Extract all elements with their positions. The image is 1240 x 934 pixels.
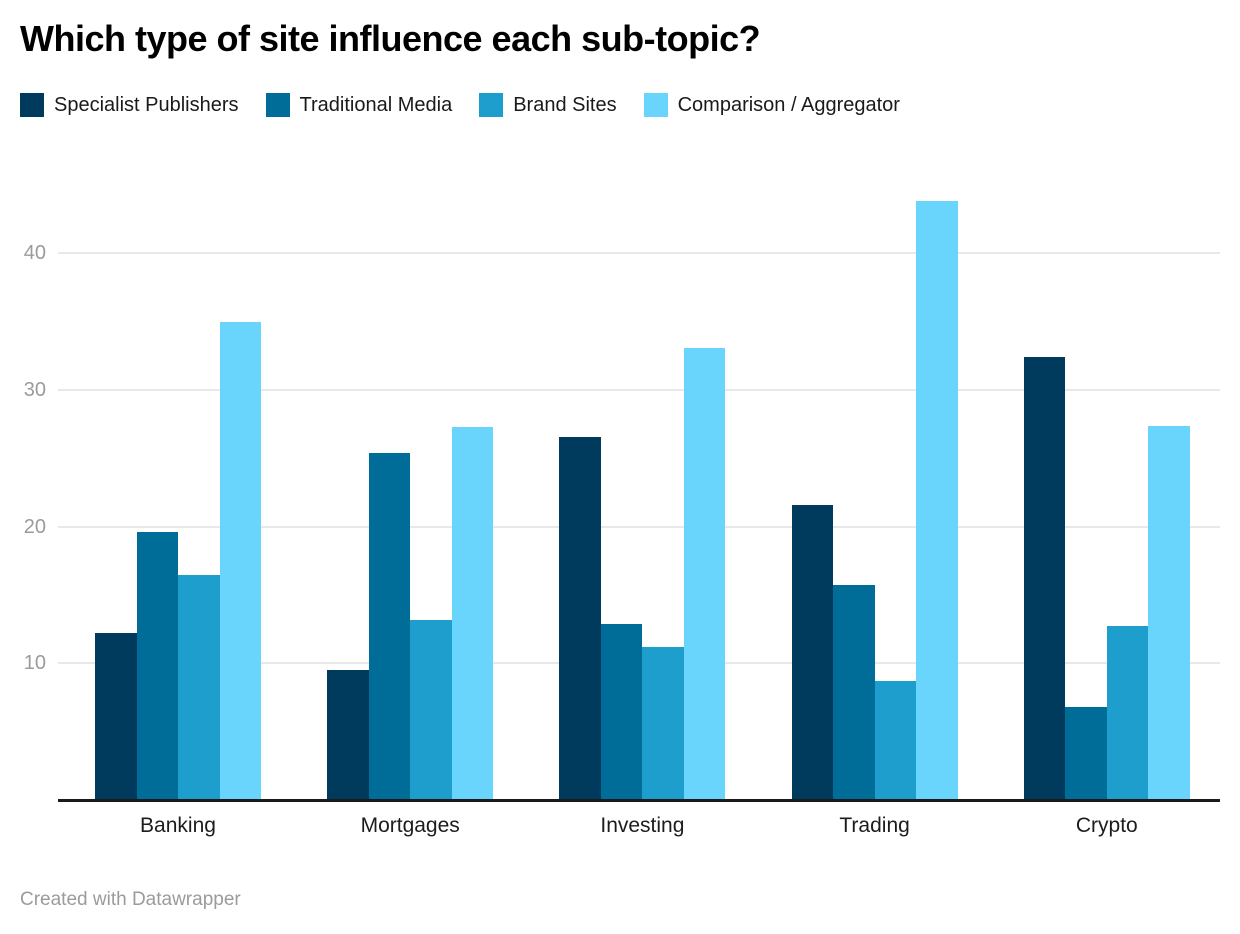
bar-specialist-publishers-investing: [559, 436, 601, 800]
legend-item: Specialist Publishers: [20, 93, 239, 117]
bar-comparison-aggregator-banking: [219, 321, 261, 800]
y-gridline: [58, 252, 1220, 255]
legend-swatch-icon: [479, 93, 504, 117]
y-gridline: [58, 525, 1220, 528]
bar-brand-sites-banking: [178, 574, 220, 800]
chart-title: Which type of site influence each sub-to…: [20, 18, 761, 59]
bar-comparison-aggregator-investing: [683, 347, 726, 800]
bar-traditional-media-crypto: [1065, 707, 1107, 800]
y-axis-tick-label: 20: [23, 515, 46, 538]
legend-swatch-icon: [265, 93, 290, 117]
bar-specialist-publishers-crypto: [1023, 357, 1066, 800]
bar-specialist-publishers-mortgages: [327, 670, 369, 800]
x-axis-line: [58, 799, 1220, 802]
bar-brand-sites-investing: [642, 646, 684, 800]
bar-brand-sites-mortgages: [410, 619, 452, 800]
attribution-credit: Created with Datawrapper: [20, 889, 241, 910]
legend-swatch-icon: [20, 93, 44, 117]
legend-label: Specialist Publishers: [54, 93, 239, 116]
bar-brand-sites-crypto: [1106, 626, 1149, 800]
legend-item: Traditional Media: [265, 93, 453, 117]
bar-comparison-aggregator-mortgages: [451, 426, 494, 800]
legend-swatch-icon: [643, 93, 668, 117]
y-axis-tick-label: 10: [23, 652, 46, 675]
bar-traditional-media-banking: [136, 532, 178, 800]
y-axis-tick-label: 30: [23, 379, 46, 402]
x-axis-category-label: Crypto: [1075, 814, 1138, 837]
bar-comparison-aggregator-crypto: [1148, 425, 1190, 800]
bar-specialist-publishers-banking: [95, 633, 137, 800]
bar-traditional-media-trading: [833, 585, 875, 800]
legend-label: Comparison / Aggregator: [677, 93, 900, 116]
bar-brand-sites-trading: [874, 681, 917, 800]
x-axis-category-label: Banking: [140, 814, 216, 837]
x-axis-category-label: Investing: [600, 814, 685, 837]
legend-label: Traditional Media: [299, 93, 453, 116]
bar-specialist-publishers-trading: [791, 504, 834, 800]
x-axis-category-label: Mortgages: [360, 814, 460, 837]
legend-label: Brand Sites: [513, 93, 617, 116]
y-gridline: [58, 389, 1220, 392]
bar-traditional-media-mortgages: [368, 452, 411, 800]
x-axis-category-label: Trading: [839, 814, 910, 837]
legend-item: Brand Sites: [479, 93, 617, 117]
bar-traditional-media-investing: [600, 623, 643, 800]
chart-legend: Specialist Publishers Traditional Media Br…: [20, 93, 900, 117]
y-axis-tick-label: 40: [23, 242, 46, 265]
bar-comparison-aggregator-trading: [916, 201, 958, 800]
legend-item: Comparison / Aggregator: [643, 93, 900, 117]
